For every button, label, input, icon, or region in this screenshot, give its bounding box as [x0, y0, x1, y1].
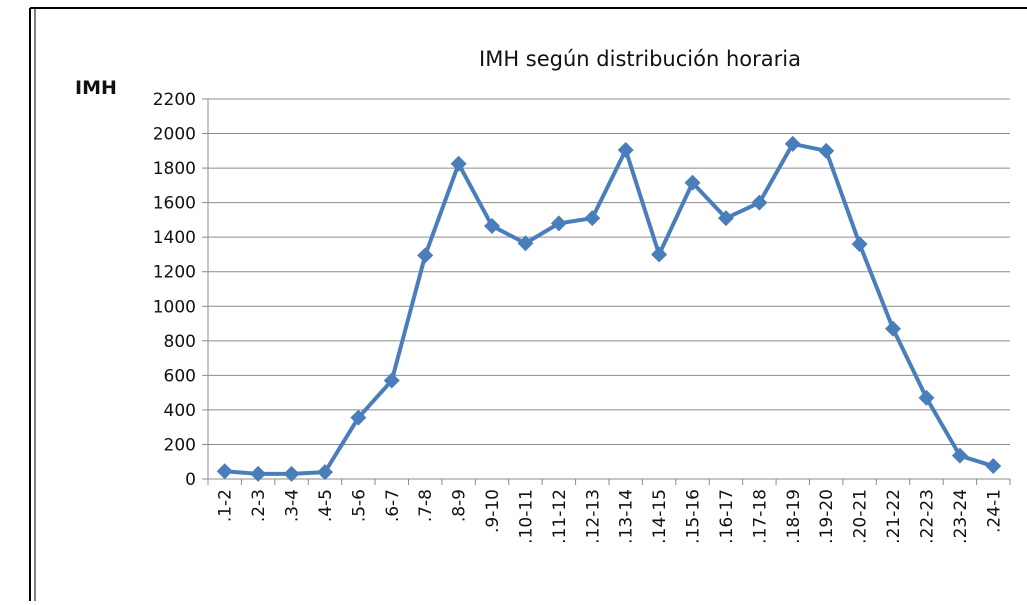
y-tick-label: 0	[185, 470, 196, 490]
x-tick-label: .2-3	[249, 489, 269, 522]
y-tick-label: 1800	[153, 159, 196, 179]
point-marker	[450, 155, 467, 172]
x-tick-label: .5-6	[349, 489, 369, 522]
point-marker	[818, 142, 835, 159]
point-marker	[283, 465, 300, 482]
x-tick-label: .1-2	[216, 489, 236, 522]
y-tick-label: 800	[164, 332, 196, 352]
x-tick-label: .23-24	[951, 489, 971, 544]
point-marker	[484, 217, 501, 234]
y-tick-label: 1600	[153, 194, 196, 214]
point-marker	[350, 409, 367, 426]
y-tick-label: 1200	[153, 263, 196, 283]
x-tick-label: .18-19	[784, 489, 804, 544]
x-tick-label: .20-21	[851, 489, 871, 544]
y-tick-label: 200	[164, 435, 196, 455]
y-tick-label: 600	[164, 366, 196, 386]
point-marker	[851, 236, 868, 253]
x-tick-label: .19-20	[817, 489, 837, 544]
y-tick-label: 1000	[153, 297, 196, 317]
point-marker	[584, 210, 601, 227]
point-marker	[316, 464, 333, 481]
x-tick-label: .24-1	[984, 489, 1004, 533]
point-marker	[617, 141, 634, 158]
x-tick-label: .16-17	[717, 489, 737, 544]
point-marker	[918, 389, 935, 406]
x-tick-label: .14-15	[650, 489, 670, 544]
point-marker	[250, 465, 267, 482]
x-tick-label: .4-5	[316, 489, 336, 522]
x-tick-label: .6-7	[383, 489, 403, 522]
x-tick-label: .8-9	[450, 489, 470, 522]
x-tick-label: .13-14	[617, 489, 637, 544]
y-tick-label: 1400	[153, 228, 196, 248]
point-marker	[951, 447, 968, 464]
x-tick-label: .11-12	[550, 489, 570, 544]
x-tick-label: .10-11	[516, 489, 536, 544]
x-tick-label: .17-18	[750, 489, 770, 544]
x-tick-label: .15-16	[684, 489, 704, 544]
x-tick-label: .9-10	[483, 489, 503, 533]
point-marker	[985, 458, 1002, 475]
series-line	[224, 141, 994, 476]
y-tick-label: 2200	[153, 90, 196, 110]
y-tick-label: 400	[164, 401, 196, 421]
x-tick-label: .3-4	[283, 489, 303, 522]
y-tick-label: 2000	[153, 125, 196, 145]
point-marker	[751, 194, 768, 211]
x-tick-label: .12-13	[583, 489, 603, 544]
point-marker	[784, 135, 801, 152]
x-tick-label: .22-23	[917, 489, 937, 544]
point-marker	[417, 247, 434, 264]
point-marker	[383, 372, 400, 389]
point-marker	[550, 215, 567, 232]
point-marker	[651, 246, 668, 263]
x-tick-label: .21-22	[884, 489, 904, 544]
point-marker	[885, 320, 902, 337]
point-marker	[216, 463, 233, 480]
point-marker	[684, 174, 701, 191]
point-marker	[517, 235, 534, 252]
x-tick-label: .7-8	[416, 489, 436, 522]
y-axis-label: IMH	[75, 77, 117, 99]
chart-title: IMH según distribución horaria	[479, 47, 801, 71]
point-marker	[717, 210, 734, 227]
